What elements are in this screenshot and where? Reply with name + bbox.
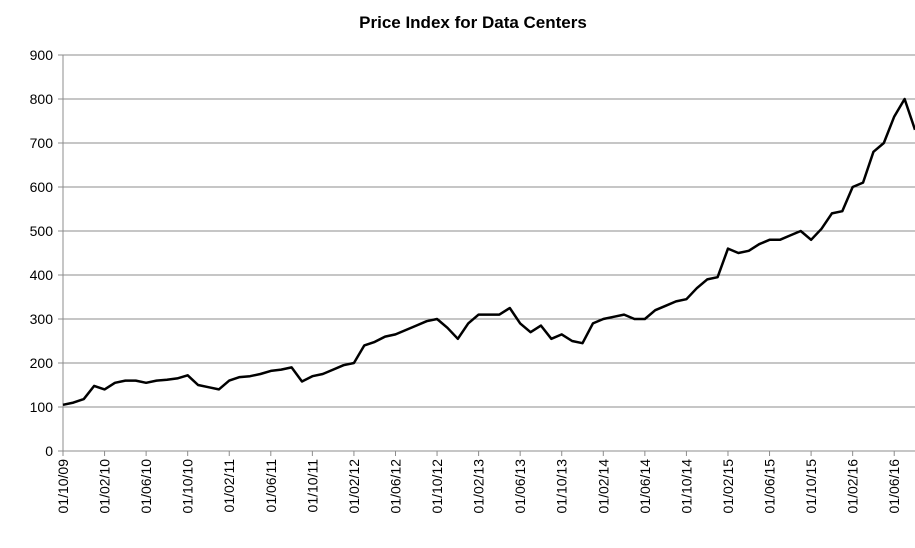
- x-tick-label: 01/06/10: [138, 459, 154, 514]
- y-tick-label: 600: [30, 179, 54, 195]
- x-tick-label: 01/06/11: [263, 459, 279, 513]
- y-tick-label: 0: [45, 443, 53, 459]
- y-tick-label: 400: [30, 267, 54, 283]
- x-tick-label: 01/06/16: [886, 459, 902, 514]
- x-tick-label: 01/02/12: [346, 459, 362, 514]
- x-tick-label: 01/10/15: [803, 459, 819, 514]
- chart-title: Price Index for Data Centers: [359, 13, 587, 32]
- x-tick-label: 01/02/11: [221, 459, 237, 513]
- y-tick-label: 200: [30, 355, 54, 371]
- y-tick-label: 100: [30, 399, 54, 415]
- x-tick-label: 01/02/13: [471, 459, 487, 514]
- x-tick-label: 01/02/15: [720, 459, 736, 514]
- x-tick-label: 01/02/16: [845, 459, 861, 514]
- price-line: [62, 97, 915, 407]
- x-tick-label: 01/02/14: [595, 459, 611, 514]
- y-tick-label: 500: [30, 223, 54, 239]
- x-tick-label: 01/06/14: [637, 459, 653, 514]
- y-tick-label: 800: [30, 91, 54, 107]
- x-tick-label: 01/10/11: [304, 459, 320, 513]
- y-tick-label: 300: [30, 311, 54, 327]
- x-tick-label: 01/10/14: [678, 459, 694, 514]
- x-tick-label: 01/10/09: [55, 459, 71, 514]
- x-tick-label: 01/02/10: [97, 459, 113, 514]
- x-tick-label: 01/06/12: [387, 459, 403, 514]
- x-tick-label: 01/10/13: [554, 459, 570, 514]
- y-tick-label: 700: [30, 135, 54, 151]
- x-tick-label: 01/06/15: [762, 459, 778, 514]
- x-tick-label: 01/10/10: [180, 459, 196, 514]
- x-tick-label: 01/06/13: [512, 459, 528, 514]
- y-tick-label: 900: [30, 47, 54, 63]
- x-tick-label: 01/10/12: [429, 459, 445, 514]
